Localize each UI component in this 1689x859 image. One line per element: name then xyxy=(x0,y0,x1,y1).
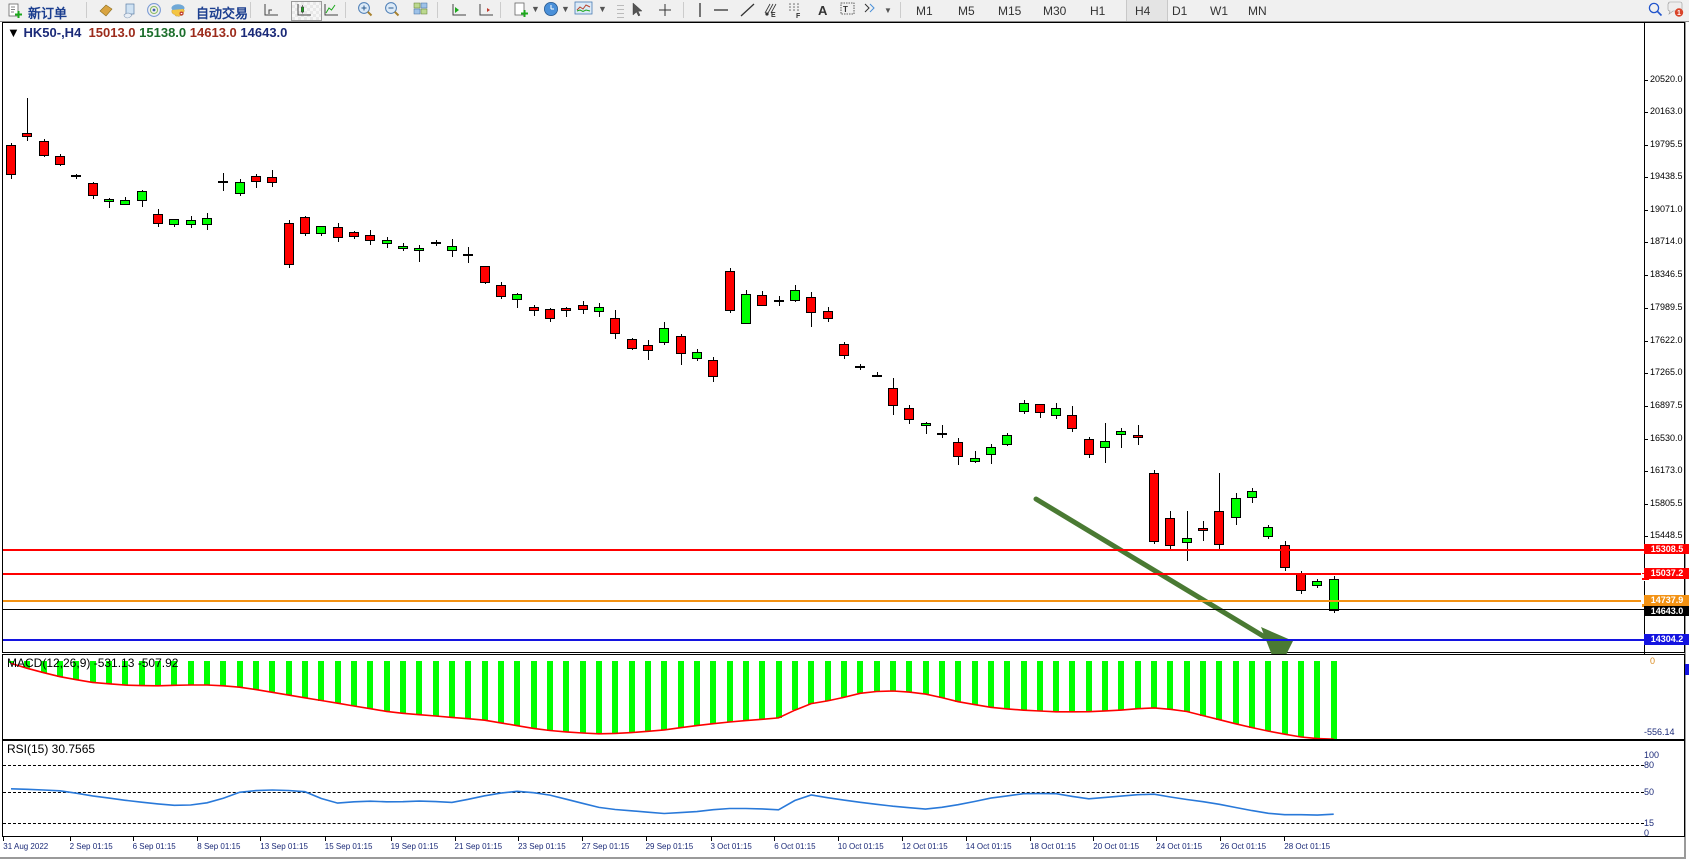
svg-text:E: E xyxy=(771,12,776,17)
svg-text:F: F xyxy=(796,13,801,18)
svg-text:T: T xyxy=(843,5,848,14)
svg-text:1: 1 xyxy=(1677,10,1681,17)
